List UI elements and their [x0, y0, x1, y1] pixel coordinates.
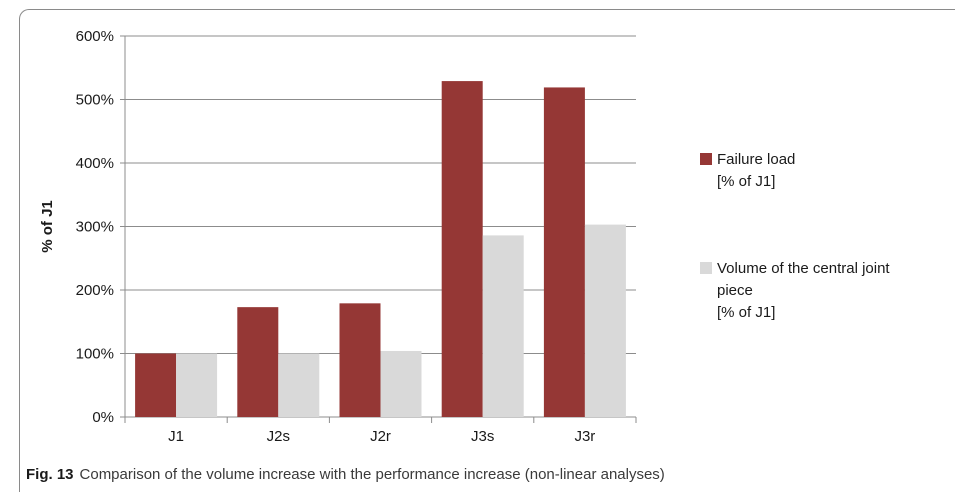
bar-chart: 0% 100% 200% 300% 400% 500% 600% J1 J2s J2r J3s J3r…	[39, 28, 890, 445]
bar-volume-j1	[176, 353, 218, 417]
legend-label-volume: Volume of the central joint piece [% of J1…	[717, 260, 890, 321]
bar-volume-j3s	[482, 235, 524, 417]
bar-failure-load-j3r	[543, 87, 585, 417]
bar-volume-j3r	[584, 224, 626, 417]
caption-text: Comparison of the volume increase with t…	[79, 466, 665, 483]
legend-label-failure-load: Failure load [% of J1]	[717, 151, 795, 190]
legend-swatch-volume	[700, 262, 712, 274]
x-tick-label: J2r	[370, 428, 391, 445]
legend-swatch-failure-load	[700, 153, 712, 165]
x-tick-label: J3s	[471, 428, 494, 445]
y-tick-label: 600%	[76, 28, 114, 45]
x-tick-label: J1	[168, 428, 184, 445]
y-axis-label: % of J1	[39, 200, 56, 253]
y-tick-label: 500%	[76, 92, 114, 109]
figure-frame	[19, 9, 955, 492]
bar-failure-load-j2r	[339, 303, 381, 417]
figure-caption: Fig. 13 Comparison of the volume increase…	[26, 466, 665, 483]
y-tick-label: 400%	[76, 155, 114, 172]
y-tick-label: 0%	[92, 409, 114, 426]
y-tick-label: 200%	[76, 282, 114, 299]
bar-failure-load-j1	[135, 353, 177, 417]
caption-label: Fig. 13	[26, 466, 74, 483]
bar-failure-load-j2s	[237, 307, 279, 417]
bar-failure-load-j3s	[441, 81, 483, 418]
x-tick-label: J2s	[267, 428, 290, 445]
bar-volume-j2s	[278, 353, 320, 417]
y-tick-label: 100%	[76, 346, 114, 363]
y-tick-label: 300%	[76, 219, 114, 236]
x-tick-label: J3r	[574, 428, 595, 445]
bar-volume-j2r	[380, 350, 422, 417]
